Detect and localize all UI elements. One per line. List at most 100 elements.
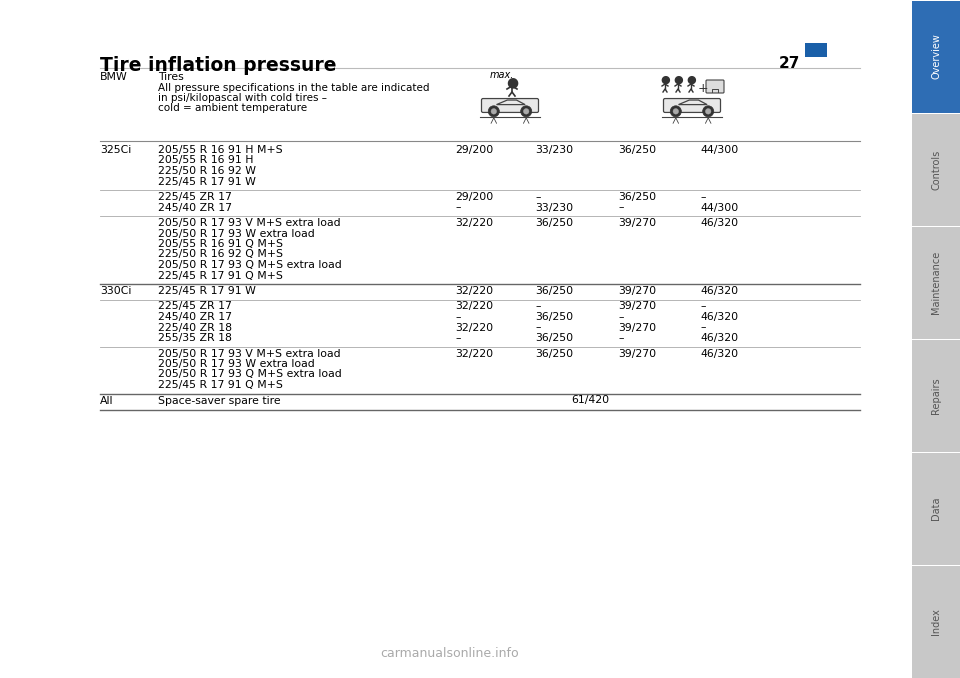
Text: 205/50 R 17 93 W extra load: 205/50 R 17 93 W extra load bbox=[158, 359, 315, 369]
Text: 225/45 ZR 17: 225/45 ZR 17 bbox=[158, 302, 232, 311]
Text: 46/320: 46/320 bbox=[700, 348, 738, 359]
Polygon shape bbox=[496, 100, 525, 104]
Text: 245/40 ZR 17: 245/40 ZR 17 bbox=[158, 203, 232, 212]
Circle shape bbox=[673, 108, 679, 114]
Text: –: – bbox=[455, 312, 461, 322]
Text: 225/45 R 17 91 Q M+S: 225/45 R 17 91 Q M+S bbox=[158, 380, 283, 390]
Text: 36/250: 36/250 bbox=[535, 333, 573, 343]
Text: 33/230: 33/230 bbox=[535, 203, 573, 212]
Text: 46/320: 46/320 bbox=[700, 218, 738, 228]
Text: 205/55 R 16 91 H: 205/55 R 16 91 H bbox=[158, 155, 253, 165]
Text: 205/50 R 17 93 Q M+S extra load: 205/50 R 17 93 Q M+S extra load bbox=[158, 260, 342, 270]
Text: 29/200: 29/200 bbox=[455, 192, 493, 202]
Text: 44/300: 44/300 bbox=[700, 203, 738, 212]
Text: –: – bbox=[455, 333, 461, 343]
Text: 205/50 R 17 93 V M+S extra load: 205/50 R 17 93 V M+S extra load bbox=[158, 348, 341, 359]
Text: 46/320: 46/320 bbox=[700, 312, 738, 322]
Text: All: All bbox=[100, 395, 113, 405]
Circle shape bbox=[520, 106, 532, 117]
Text: –: – bbox=[535, 192, 540, 202]
Text: 225/45 R 17 91 W: 225/45 R 17 91 W bbox=[158, 286, 256, 296]
Polygon shape bbox=[679, 100, 708, 104]
Text: 245/40 ZR 17: 245/40 ZR 17 bbox=[158, 312, 232, 322]
Bar bbox=[805, 43, 827, 57]
Text: Space-saver spare tire: Space-saver spare tire bbox=[158, 395, 280, 405]
Bar bbox=[912, 453, 960, 565]
Text: 36/250: 36/250 bbox=[535, 218, 573, 228]
Text: 39/270: 39/270 bbox=[618, 348, 656, 359]
Text: 36/250: 36/250 bbox=[535, 312, 573, 322]
Text: 36/250: 36/250 bbox=[535, 348, 573, 359]
Text: 225/45 R 17 91 Q M+S: 225/45 R 17 91 Q M+S bbox=[158, 271, 283, 281]
Text: –: – bbox=[700, 302, 706, 311]
Circle shape bbox=[706, 108, 711, 114]
Text: 225/40 ZR 18: 225/40 ZR 18 bbox=[158, 323, 232, 332]
Circle shape bbox=[703, 106, 713, 117]
Text: 39/270: 39/270 bbox=[618, 302, 656, 311]
Text: +: + bbox=[698, 82, 708, 95]
Text: All pressure specifications in the table are indicated: All pressure specifications in the table… bbox=[158, 83, 429, 93]
Text: Tire inflation pressure: Tire inflation pressure bbox=[100, 56, 337, 75]
Text: Tires: Tires bbox=[158, 72, 183, 82]
Text: 29/200: 29/200 bbox=[455, 145, 493, 155]
Text: ●: ● bbox=[673, 75, 683, 85]
Bar bbox=[912, 340, 960, 452]
Text: cold = ambient temperature: cold = ambient temperature bbox=[158, 103, 307, 113]
Text: 46/320: 46/320 bbox=[700, 286, 738, 296]
Text: –: – bbox=[618, 312, 623, 322]
Text: Data: Data bbox=[931, 497, 941, 520]
Text: 225/45 R 17 91 W: 225/45 R 17 91 W bbox=[158, 176, 256, 186]
Text: 205/55 R 16 91 Q M+S: 205/55 R 16 91 Q M+S bbox=[158, 239, 283, 249]
Text: –: – bbox=[618, 333, 623, 343]
Text: 39/270: 39/270 bbox=[618, 218, 656, 228]
Text: 205/50 R 17 93 Q M+S extra load: 205/50 R 17 93 Q M+S extra load bbox=[158, 370, 342, 380]
FancyBboxPatch shape bbox=[482, 98, 539, 113]
Text: ●: ● bbox=[686, 75, 696, 85]
Text: 46/320: 46/320 bbox=[700, 333, 738, 343]
Bar bbox=[912, 114, 960, 226]
Text: 33/230: 33/230 bbox=[535, 145, 573, 155]
Text: 32/220: 32/220 bbox=[455, 348, 493, 359]
Text: 255/35 ZR 18: 255/35 ZR 18 bbox=[158, 333, 232, 343]
Text: Maintenance: Maintenance bbox=[931, 251, 941, 314]
Text: carmanualsonline.info: carmanualsonline.info bbox=[381, 647, 519, 660]
FancyBboxPatch shape bbox=[706, 80, 724, 93]
Text: 225/50 R 16 92 Q M+S: 225/50 R 16 92 Q M+S bbox=[158, 250, 283, 260]
Text: 36/250: 36/250 bbox=[618, 145, 656, 155]
Circle shape bbox=[489, 106, 499, 117]
Text: –: – bbox=[618, 203, 623, 212]
Bar bbox=[912, 566, 960, 678]
Text: Overview: Overview bbox=[931, 34, 941, 79]
Circle shape bbox=[670, 106, 682, 117]
Text: 36/250: 36/250 bbox=[618, 192, 656, 202]
Text: max.: max. bbox=[490, 70, 515, 80]
Text: 205/50 R 17 93 V M+S extra load: 205/50 R 17 93 V M+S extra load bbox=[158, 218, 341, 228]
Circle shape bbox=[523, 108, 529, 114]
Text: ●: ● bbox=[506, 75, 518, 89]
FancyBboxPatch shape bbox=[663, 98, 721, 113]
Circle shape bbox=[491, 108, 496, 114]
Text: ●: ● bbox=[660, 75, 670, 85]
Text: 32/220: 32/220 bbox=[455, 286, 493, 296]
Text: BMW: BMW bbox=[100, 72, 128, 82]
Text: Index: Index bbox=[931, 608, 941, 635]
Text: 36/250: 36/250 bbox=[535, 286, 573, 296]
Text: 32/220: 32/220 bbox=[455, 302, 493, 311]
Text: –: – bbox=[700, 192, 706, 202]
Text: Controls: Controls bbox=[931, 149, 941, 190]
Text: 325Ci: 325Ci bbox=[100, 145, 132, 155]
Text: 39/270: 39/270 bbox=[618, 323, 656, 332]
Text: –: – bbox=[535, 302, 540, 311]
Text: 32/220: 32/220 bbox=[455, 218, 493, 228]
Text: in psi/kilopascal with cold tires –: in psi/kilopascal with cold tires – bbox=[158, 93, 327, 103]
Text: 32/220: 32/220 bbox=[455, 323, 493, 332]
Bar bbox=[912, 227, 960, 339]
Text: –: – bbox=[455, 203, 461, 212]
Bar bbox=[912, 1, 960, 113]
Text: 225/45 ZR 17: 225/45 ZR 17 bbox=[158, 192, 232, 202]
Text: 225/50 R 16 92 W: 225/50 R 16 92 W bbox=[158, 166, 256, 176]
Text: 205/50 R 17 93 W extra load: 205/50 R 17 93 W extra load bbox=[158, 228, 315, 239]
Text: –: – bbox=[535, 323, 540, 332]
Text: 27: 27 bbox=[779, 56, 800, 71]
Text: 205/55 R 16 91 H M+S: 205/55 R 16 91 H M+S bbox=[158, 145, 282, 155]
